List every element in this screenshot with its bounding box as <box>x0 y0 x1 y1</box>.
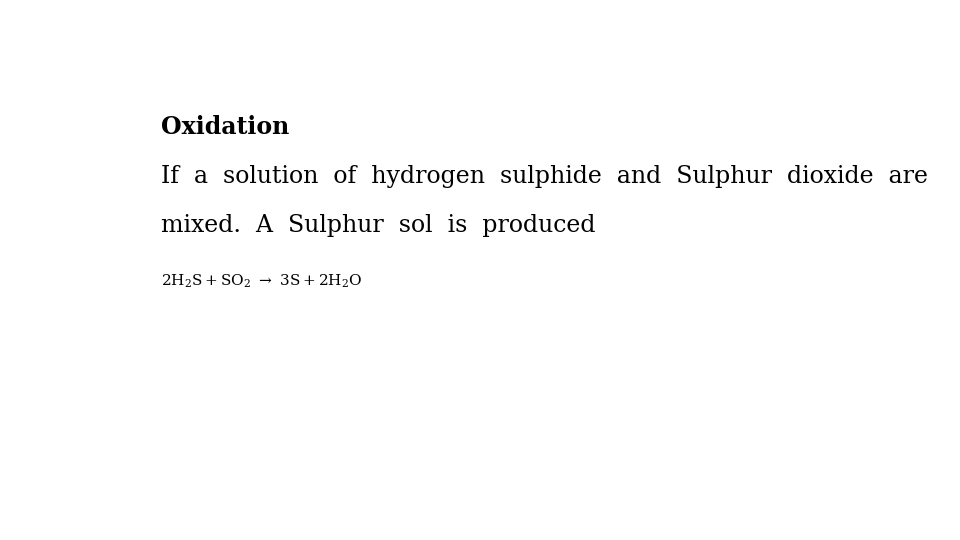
Text: If  a  solution  of  hydrogen  sulphide  and  Sulphur  dioxide  are: If a solution of hydrogen sulphide and S… <box>161 165 928 187</box>
Text: Oxidation: Oxidation <box>161 114 289 139</box>
Text: $\mathregular{2H_2S + SO_2\ \rightarrow\ 3S + 2H_2O}$: $\mathregular{2H_2S + SO_2\ \rightarrow\… <box>161 273 362 290</box>
Text: mixed.  A  Sulphur  sol  is  produced: mixed. A Sulphur sol is produced <box>161 214 595 238</box>
